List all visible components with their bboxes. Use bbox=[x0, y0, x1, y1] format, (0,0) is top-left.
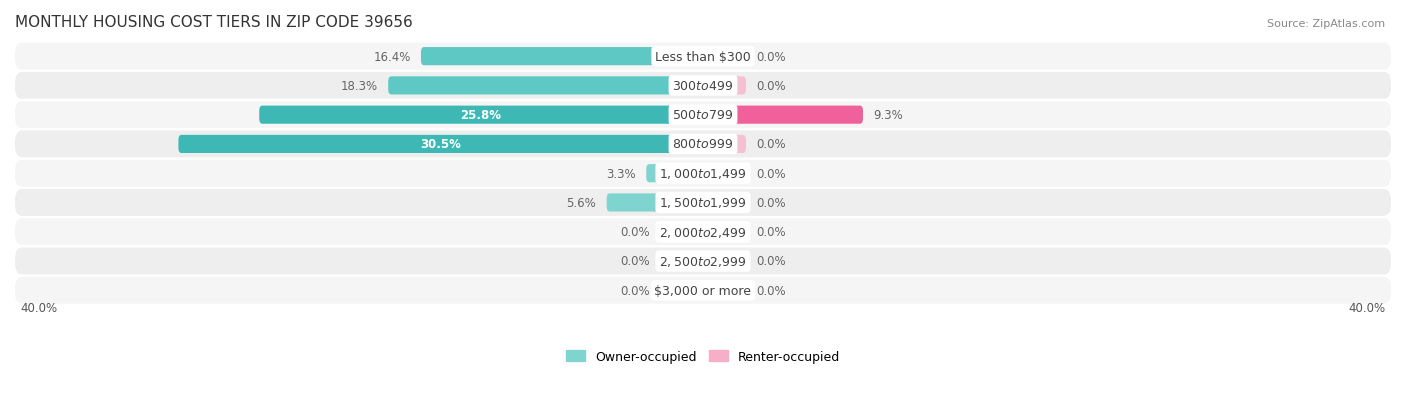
FancyBboxPatch shape bbox=[606, 194, 703, 212]
FancyBboxPatch shape bbox=[15, 190, 1391, 216]
FancyBboxPatch shape bbox=[659, 252, 703, 271]
Text: 40.0%: 40.0% bbox=[20, 301, 58, 315]
Text: $1,500 to $1,999: $1,500 to $1,999 bbox=[659, 196, 747, 210]
Text: Less than $300: Less than $300 bbox=[655, 50, 751, 64]
Text: Source: ZipAtlas.com: Source: ZipAtlas.com bbox=[1267, 19, 1385, 28]
FancyBboxPatch shape bbox=[703, 77, 747, 95]
Text: 0.0%: 0.0% bbox=[756, 197, 786, 209]
Text: 30.5%: 30.5% bbox=[420, 138, 461, 151]
Legend: Owner-occupied, Renter-occupied: Owner-occupied, Renter-occupied bbox=[567, 350, 839, 363]
FancyBboxPatch shape bbox=[15, 43, 1391, 71]
FancyBboxPatch shape bbox=[659, 223, 703, 241]
Text: 0.0%: 0.0% bbox=[620, 255, 650, 268]
FancyBboxPatch shape bbox=[703, 106, 863, 124]
Text: $1,000 to $1,499: $1,000 to $1,499 bbox=[659, 167, 747, 181]
FancyBboxPatch shape bbox=[703, 223, 747, 241]
Text: 9.3%: 9.3% bbox=[873, 109, 903, 122]
Text: 0.0%: 0.0% bbox=[756, 284, 786, 297]
Text: 25.8%: 25.8% bbox=[461, 109, 502, 122]
Text: $800 to $999: $800 to $999 bbox=[672, 138, 734, 151]
Text: $3,000 or more: $3,000 or more bbox=[655, 284, 751, 297]
FancyBboxPatch shape bbox=[388, 77, 703, 95]
Text: 0.0%: 0.0% bbox=[756, 138, 786, 151]
Text: 18.3%: 18.3% bbox=[340, 80, 378, 93]
Text: 0.0%: 0.0% bbox=[620, 225, 650, 239]
FancyBboxPatch shape bbox=[703, 48, 747, 66]
FancyBboxPatch shape bbox=[179, 135, 703, 154]
FancyBboxPatch shape bbox=[15, 73, 1391, 100]
Text: 0.0%: 0.0% bbox=[756, 50, 786, 64]
Text: 40.0%: 40.0% bbox=[1348, 301, 1386, 315]
FancyBboxPatch shape bbox=[15, 277, 1391, 304]
FancyBboxPatch shape bbox=[15, 160, 1391, 187]
FancyBboxPatch shape bbox=[703, 194, 747, 212]
FancyBboxPatch shape bbox=[647, 165, 703, 183]
Text: 0.0%: 0.0% bbox=[756, 167, 786, 180]
FancyBboxPatch shape bbox=[703, 282, 747, 299]
Text: 0.0%: 0.0% bbox=[756, 255, 786, 268]
FancyBboxPatch shape bbox=[15, 102, 1391, 129]
Text: 0.0%: 0.0% bbox=[756, 80, 786, 93]
FancyBboxPatch shape bbox=[420, 48, 703, 66]
FancyBboxPatch shape bbox=[259, 106, 703, 124]
Text: 5.6%: 5.6% bbox=[567, 197, 596, 209]
Text: $500 to $799: $500 to $799 bbox=[672, 109, 734, 122]
Text: 0.0%: 0.0% bbox=[620, 284, 650, 297]
FancyBboxPatch shape bbox=[15, 131, 1391, 158]
Text: MONTHLY HOUSING COST TIERS IN ZIP CODE 39656: MONTHLY HOUSING COST TIERS IN ZIP CODE 3… bbox=[15, 15, 413, 30]
FancyBboxPatch shape bbox=[15, 248, 1391, 275]
FancyBboxPatch shape bbox=[659, 282, 703, 299]
FancyBboxPatch shape bbox=[703, 135, 747, 154]
Text: 0.0%: 0.0% bbox=[756, 225, 786, 239]
Text: $300 to $499: $300 to $499 bbox=[672, 80, 734, 93]
FancyBboxPatch shape bbox=[703, 252, 747, 271]
FancyBboxPatch shape bbox=[703, 165, 747, 183]
FancyBboxPatch shape bbox=[15, 219, 1391, 246]
Text: 16.4%: 16.4% bbox=[373, 50, 411, 64]
Text: $2,500 to $2,999: $2,500 to $2,999 bbox=[659, 254, 747, 268]
Text: 3.3%: 3.3% bbox=[606, 167, 636, 180]
Text: $2,000 to $2,499: $2,000 to $2,499 bbox=[659, 225, 747, 239]
